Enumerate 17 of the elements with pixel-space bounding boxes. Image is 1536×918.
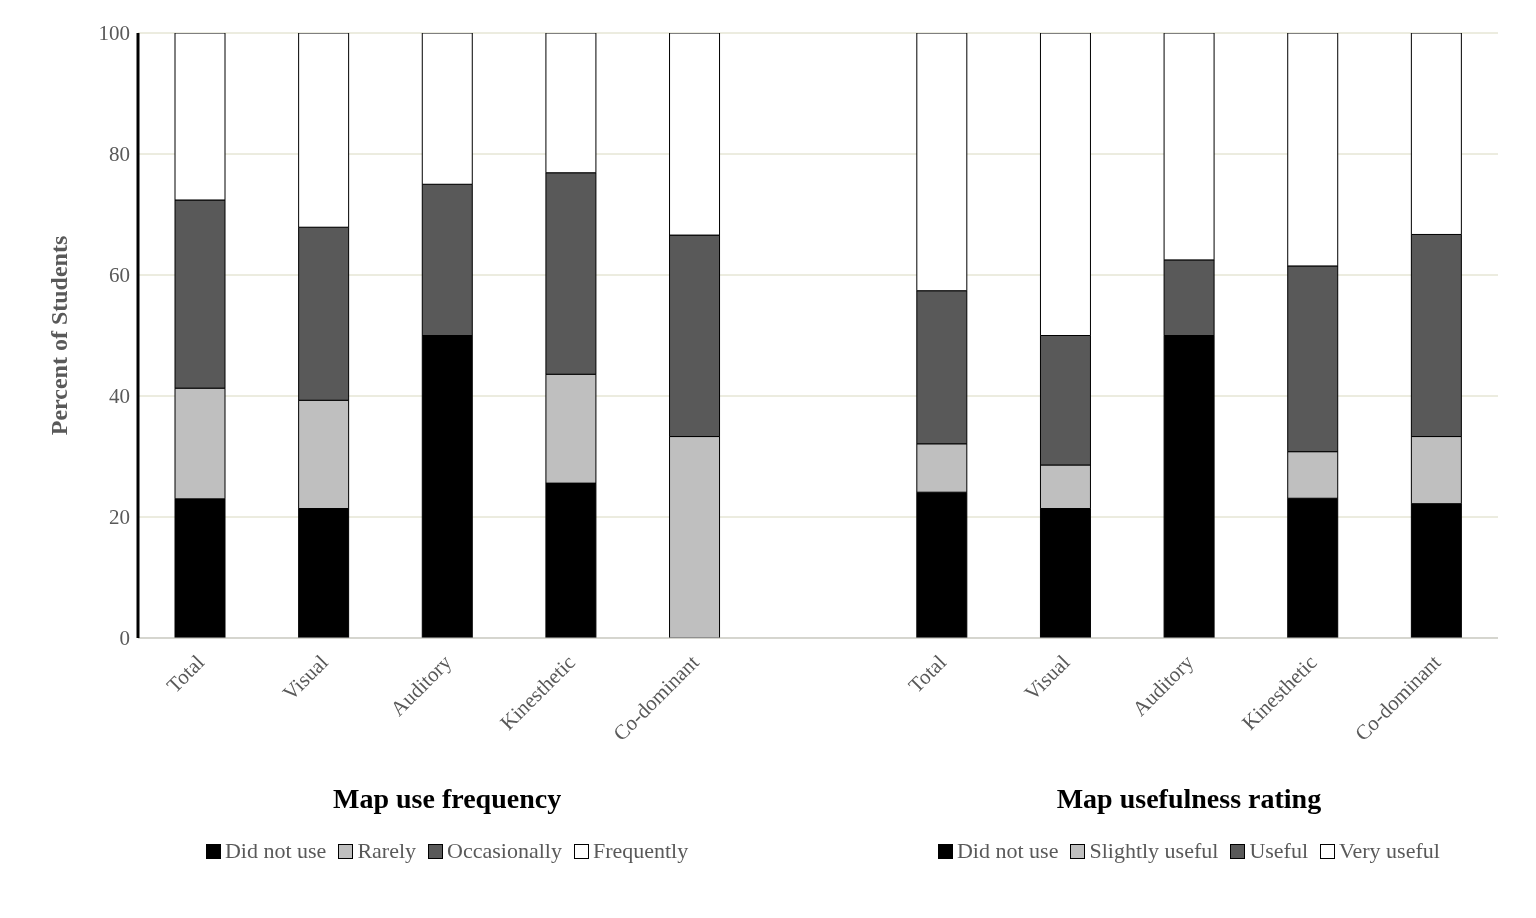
legend-label: Very useful (1338, 838, 1440, 864)
y-tick-label: 100 (98, 21, 130, 46)
legend-label: Did not use (955, 838, 1059, 864)
y-axis-title: Percent of Students (45, 235, 72, 436)
legend-label: Rarely (356, 838, 417, 864)
y-tick-label: 80 (109, 142, 130, 167)
y-tick-label: 40 (109, 384, 130, 409)
legend-label: Useful (1248, 838, 1309, 864)
legend-label: Did not use (223, 838, 327, 864)
y-tick-label: 0 (119, 626, 130, 651)
text: Map use frequency (332, 783, 563, 815)
y-tick-label: 20 (109, 505, 130, 530)
legend-label: Frequently (591, 838, 689, 864)
y-tick-label: 60 (109, 263, 130, 288)
legend-label: Occasionally (446, 838, 562, 864)
text: Map usefulness rating (1055, 783, 1323, 815)
legend-label: Slightly useful (1088, 838, 1219, 864)
